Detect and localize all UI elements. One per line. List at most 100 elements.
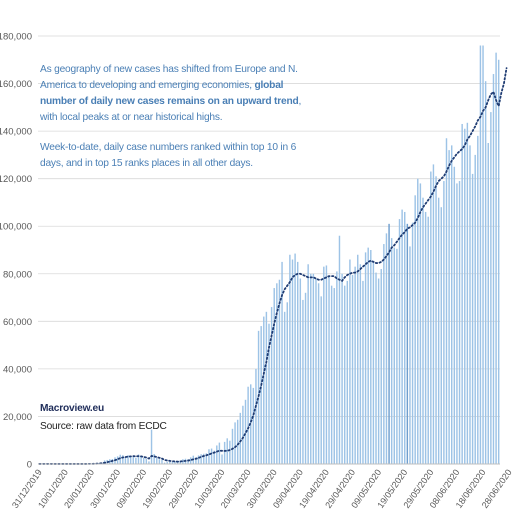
bar: [142, 457, 145, 464]
bar: [122, 455, 124, 464]
bar: [281, 261, 283, 464]
bar: [310, 273, 312, 464]
bar: [458, 181, 461, 465]
bar: [471, 173, 474, 464]
bar: [163, 462, 166, 464]
bar: [223, 441, 226, 464]
x-tick-labels: 31/12/201910/01/202020/01/202030/01/2020…: [10, 467, 512, 510]
y-tick-label: 40,000: [3, 364, 32, 375]
bar: [443, 181, 445, 465]
bar: [119, 454, 121, 464]
bar: [195, 457, 197, 464]
bar: [268, 323, 270, 464]
bar: [200, 454, 202, 464]
annotation-paragraph-2: Week-to-date, daily case numbers ranked …: [40, 140, 302, 172]
bar: [289, 254, 291, 464]
y-tick-label: 0: [27, 460, 32, 471]
bar: [424, 211, 427, 464]
bar: [359, 264, 362, 464]
bar: [338, 235, 341, 464]
bar: [158, 459, 161, 464]
bar: [161, 459, 163, 464]
source-note-text: Source: raw data from ECDC: [40, 421, 167, 432]
source-note: Source: raw data from ECDC: [40, 419, 167, 435]
y-tick-label: 100,000: [0, 222, 32, 233]
bar: [150, 429, 153, 464]
bar: [330, 285, 333, 464]
bar: [336, 271, 338, 464]
bar: [430, 171, 432, 465]
bar: [484, 81, 487, 464]
bar: [210, 448, 213, 464]
gridlines: [38, 35, 500, 465]
bar: [156, 458, 158, 464]
bar: [116, 456, 119, 464]
bar: [362, 280, 364, 464]
source-brand-text: Macroview.eu: [40, 403, 105, 414]
bar: [372, 260, 375, 464]
bar: [169, 461, 171, 464]
bar: [315, 278, 317, 464]
bar: [137, 454, 140, 464]
y-tick-label: 60,000: [3, 317, 32, 328]
bar: [364, 252, 367, 464]
bar: [252, 387, 255, 464]
bar: [307, 264, 309, 464]
bar: [401, 209, 403, 464]
bar: [323, 266, 325, 464]
bar: [370, 250, 372, 464]
bar: [351, 274, 354, 464]
y-tick-label: 120,000: [0, 174, 32, 185]
annotation-1-bold-text: global number of daily new cases remains…: [40, 80, 299, 107]
bar: [404, 211, 406, 464]
bar: [132, 455, 134, 464]
bar: [270, 307, 273, 464]
bar: [341, 273, 343, 464]
bar: [242, 405, 244, 464]
bar: [396, 248, 398, 464]
bar: [166, 461, 168, 464]
bar: [197, 455, 200, 464]
bar: [174, 461, 176, 464]
bar: [435, 176, 437, 465]
bar: [263, 316, 265, 464]
y-tick-label: 180,000: [0, 32, 32, 43]
y-tick-labels: 0 20,000 40,000 60,000 80,000 100,000 120,000 1…: [0, 32, 32, 471]
bar: [291, 259, 294, 464]
bar: [328, 276, 330, 464]
bar-series: [38, 45, 500, 465]
bar: [450, 145, 453, 464]
bar: [440, 207, 442, 464]
bar: [234, 422, 236, 464]
bar: [414, 195, 416, 465]
bar: [145, 459, 148, 464]
bar: [257, 330, 260, 464]
bar: [171, 461, 174, 464]
bar: [367, 247, 369, 464]
bar: [409, 246, 411, 464]
bar: [380, 269, 382, 464]
bar: [208, 449, 210, 464]
bar: [354, 266, 356, 464]
bar: [482, 45, 484, 465]
bar: [302, 299, 304, 464]
bar: [286, 302, 288, 464]
bar: [203, 453, 205, 464]
bar: [487, 143, 489, 464]
annotation-1-text-a: As geography of new cases has shifted fr…: [40, 64, 298, 91]
bar: [383, 244, 385, 464]
trend-line: [38, 67, 508, 465]
bar: [388, 223, 390, 464]
bar: [377, 278, 380, 464]
bar: [189, 457, 192, 464]
y-tick-label: 160,000: [0, 79, 32, 90]
bar: [456, 183, 458, 464]
source-brand: Macroview.eu: [40, 401, 104, 417]
bar: [135, 457, 137, 464]
y-tick-label: 20,000: [3, 412, 32, 423]
bar: [417, 178, 419, 464]
bar: [466, 122, 469, 465]
bar: [229, 440, 231, 464]
annotation-2-text: Week-to-date, daily case numbers ranked …: [40, 142, 297, 169]
bar: [239, 412, 242, 464]
